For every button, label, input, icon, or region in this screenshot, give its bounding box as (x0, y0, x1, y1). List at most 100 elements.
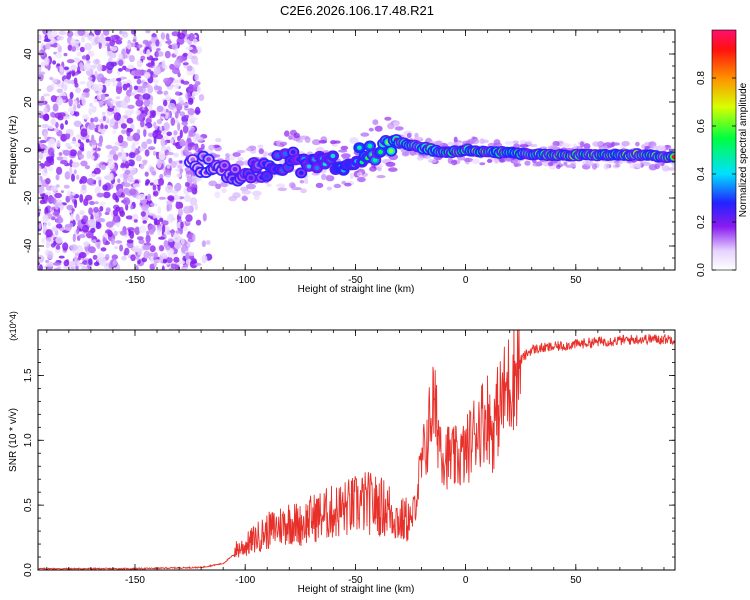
colorbar-gradient (711, 29, 737, 271)
heatmap-noise-cell (143, 128, 147, 137)
heatmap-noise-cell (67, 146, 73, 150)
heatmap-noise-cell (128, 55, 135, 63)
heatmap-noise-cell (168, 157, 173, 164)
heatmap-noise-cell (174, 195, 181, 200)
heatmap-noise-cell (132, 183, 141, 188)
heatmap-noise-cell (194, 73, 199, 81)
heatmap-noise-cell (96, 252, 105, 259)
heatmap-noise-cell (132, 132, 141, 142)
heatmap-halo-cell (191, 145, 199, 151)
heatmap-noise-cell (184, 146, 189, 154)
heatmap-noise-cell (77, 30, 86, 36)
heatmap-noise-cell (179, 138, 186, 147)
heatmap-noise-cell (71, 192, 76, 196)
heatmap-noise-cell (76, 260, 81, 267)
heatmap-noise-cell (133, 219, 138, 223)
heatmap-noise-cell (55, 236, 63, 244)
heatmap-noise-cell (146, 230, 150, 236)
heatmap-noise-cell (66, 204, 74, 211)
heatmap-ridge-cell (298, 170, 304, 176)
heatmap-noise-cell (135, 155, 142, 162)
heatmap-noise-cell (58, 255, 65, 259)
heatmap-noise-cell (38, 152, 44, 160)
heatmap-noise-cell (135, 109, 141, 116)
heatmap-halo-cell (388, 167, 398, 172)
heatmap-noise-cell (153, 79, 159, 84)
heatmap-noise-cell (166, 256, 173, 264)
heatmap-halo-cell (447, 141, 456, 146)
heatmap-noise-cell (78, 153, 85, 160)
heatmap-halo-cell (661, 165, 670, 172)
heatmap-noise-cell (67, 44, 73, 51)
heatmap-noise-cell (154, 219, 161, 226)
heatmap-noise-cell (134, 69, 142, 77)
heatmap-noise-cell (108, 263, 114, 270)
heatmap-noise-cell (79, 210, 85, 216)
heatmap-noise-cell (76, 174, 80, 180)
heatmap-noise-cell (141, 113, 147, 118)
heatmap-noise-cell (51, 196, 55, 204)
heatmap-halo-cell (524, 160, 531, 166)
heatmap-noise-cell (52, 60, 57, 65)
heatmap-noise-cell (69, 166, 73, 176)
heatmap-noise-cell (110, 35, 116, 40)
heatmap-halo-cell (323, 150, 329, 154)
spectrogram-heatmap (38, 30, 675, 270)
heatmap-noise-cell (100, 123, 104, 131)
heatmap-noise-cell (112, 154, 119, 161)
snr-x-ticks: -150 -100 -50 0 50 (46, 330, 665, 586)
heatmap-ridge-cell (314, 165, 320, 171)
heatmap-noise-cell (79, 179, 83, 185)
colorbar: 0.0 0.2 0.4 0.6 0.8 Normalized spectral ampl… (696, 29, 749, 277)
heatmap-noise-cell (94, 186, 101, 195)
heatmap-noise-cell (141, 141, 148, 150)
heatmap-noise-cell (184, 181, 190, 188)
heatmap-noise-cell (150, 256, 154, 265)
heatmap-noise-cell (117, 134, 124, 144)
heatmap-noise-cell (47, 250, 54, 260)
heatmap-noise-cell (180, 99, 184, 105)
heatmap-noise-cell (110, 46, 118, 52)
heatmap-noise-cell (126, 239, 134, 244)
heatmap-noise-cell (167, 38, 172, 46)
heatmap-noise-cell (104, 124, 109, 130)
heatmap-noise-cell (153, 121, 157, 129)
heatmap-noise-cell (63, 265, 70, 269)
heatmap-noise-cell (134, 226, 140, 236)
heatmap-noise-cell (144, 182, 149, 186)
heatmap-noise-cell (180, 79, 184, 84)
heatmap-noise-cell (168, 102, 176, 110)
heatmap-noise-cell (187, 108, 195, 116)
heatmap-noise-cell (157, 206, 162, 215)
heatmap-noise-cell (182, 52, 188, 57)
heatmap-noise-cell (162, 224, 166, 233)
heatmap-noise-cell (120, 99, 126, 109)
heatmap-noise-cell (156, 105, 164, 113)
heatmap-noise-cell (98, 135, 103, 144)
y-tick-label: -40 (23, 238, 34, 253)
heatmap-halo-cell (493, 142, 503, 148)
heatmap-noise-cell (159, 126, 163, 131)
heatmap-noise-cell (60, 190, 64, 194)
heatmap-noise-cell (52, 78, 58, 84)
heatmap-noise-cell (63, 83, 68, 92)
heatmap-halo-cell (312, 139, 321, 146)
heatmap-noise-cell (146, 62, 154, 67)
heatmap-noise-cell (73, 169, 77, 175)
heatmap-noise-cell (38, 264, 43, 270)
heatmap-noise-cell (75, 213, 80, 222)
heatmap-noise-cell (84, 165, 91, 170)
heatmap-halo-cell (416, 155, 424, 161)
heatmap-noise-cell (85, 91, 90, 98)
heatmap-halo-cell (451, 159, 458, 166)
heatmap-halo-cell (293, 132, 300, 139)
heatmap-noise-cell (126, 128, 133, 133)
snr-y-multiplier: (x10^4) (8, 311, 18, 341)
heatmap-noise-cell (133, 89, 138, 94)
heatmap-noise-cell (79, 46, 85, 53)
heatmap-noise-cell (153, 252, 158, 259)
heatmap-noise-cell (132, 39, 137, 42)
heatmap-halo-cell (406, 132, 412, 139)
heatmap-noise-cell (173, 133, 177, 141)
heatmap-noise-cell (191, 84, 199, 90)
